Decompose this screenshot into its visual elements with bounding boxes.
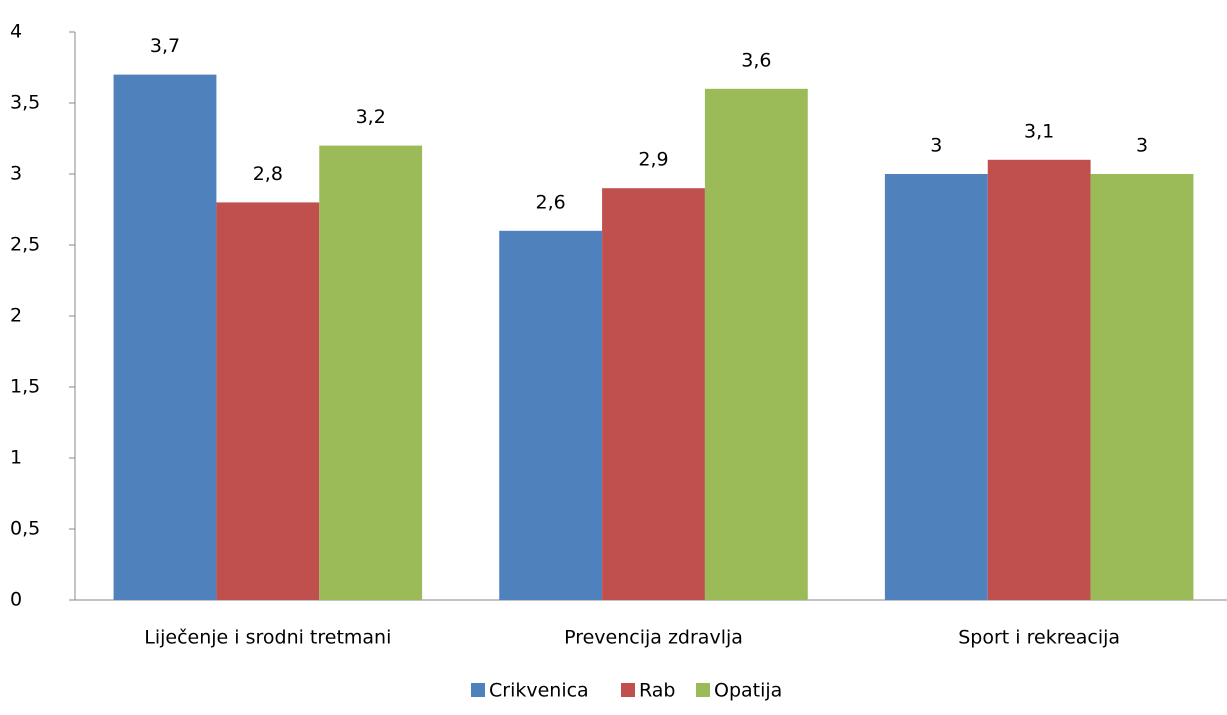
y-tick-label: 0,5 [10,518,40,540]
x-tick-label: Prevencija zdravlja [564,627,743,649]
x-tick-label: Liječenje i srodni tretmani [144,627,391,649]
y-tick-label: 1 [10,447,22,469]
bar [113,74,217,601]
bar [987,159,1091,601]
bar [1090,174,1194,600]
y-tick-label: 3,5 [10,92,40,114]
y-tick-label: 2,5 [10,234,40,256]
legend-swatch [696,683,710,697]
y-tick-label: 2 [10,305,22,327]
bar [319,145,423,600]
y-tick-label: 4 [10,21,22,43]
bar [216,202,320,600]
y-tick-label: 1,5 [10,376,40,398]
data-label: 3,2 [356,106,386,128]
legend-label: Opatija [714,680,782,702]
y-tick-label: 3 [10,163,22,185]
legend-label: Rab [639,680,676,702]
data-label: 3,7 [150,35,180,57]
data-label: 2,6 [536,191,566,213]
data-label: 2,9 [638,149,668,171]
data-label: 3,6 [741,49,771,71]
bar [704,88,808,601]
data-label: 3,1 [1024,120,1054,142]
data-label: 3 [930,135,942,157]
legend-swatch [621,683,635,697]
bar [499,230,603,601]
x-tick-label: Sport i rekreacija [958,627,1120,649]
data-label: 2,8 [253,163,283,185]
legend-swatch [471,683,485,697]
data-label: 3 [1136,135,1148,157]
bar [884,174,988,600]
bar [602,188,705,600]
legend-label: Crikvenica [489,680,589,702]
y-tick-label: 0 [10,589,22,611]
